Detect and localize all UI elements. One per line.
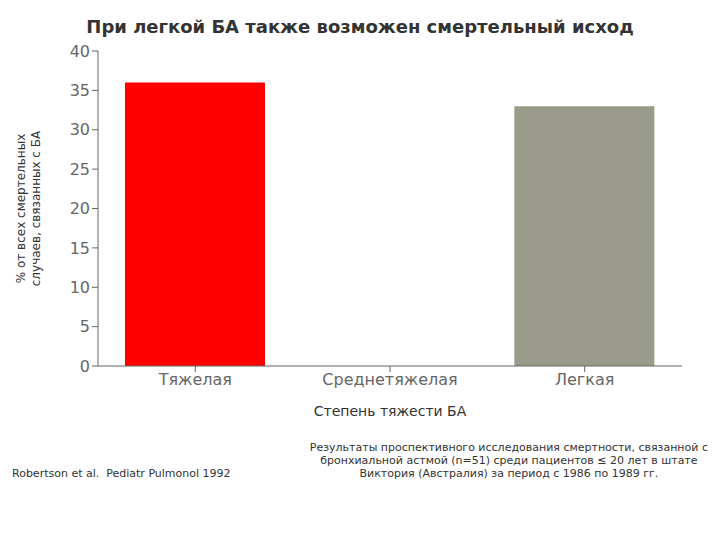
html-text:При легкой БА также возможен с: При легкой БА также возможен смертельный…	[86, 16, 634, 37]
svg-text:40: 40	[70, 42, 90, 61]
svg-text:Тяжелая: Тяжелая	[158, 370, 232, 389]
html-text:Виктория (Австралия) за период: Виктория (Австралия) за период с 1986 по…	[359, 467, 659, 480]
svg-text:Легкая: Легкая	[555, 370, 614, 389]
html-text:Результаты проспективного иссл: Результаты проспективного исследования с…	[309, 441, 708, 454]
html-text:Robertson et al. Pediatr Pulmo: Robertson et al. Pediatr Pulmonol 1992	[12, 467, 231, 480]
svg-text:5: 5	[80, 317, 90, 336]
html-text:бронхиальной астмой (n=51) сре: бронхиальной астмой (n=51) среди пациент…	[320, 454, 698, 467]
svg-text:35: 35	[70, 81, 90, 100]
svg-text:15: 15	[70, 239, 90, 258]
svg-text:20: 20	[70, 199, 90, 218]
svg-text:0: 0	[80, 357, 90, 376]
svg-text:Степень тяжести БА: Степень тяжести БА	[314, 403, 467, 419]
svg-text:Среднетяжелая: Среднетяжелая	[322, 370, 457, 389]
svg-text:10: 10	[70, 278, 90, 297]
svg-text:30: 30	[70, 120, 90, 139]
svg-text:25: 25	[70, 160, 90, 179]
svg-text:% от всех смертельныхслучаев,: % от всех смертельныхслучаев, связанных …	[14, 130, 43, 286]
